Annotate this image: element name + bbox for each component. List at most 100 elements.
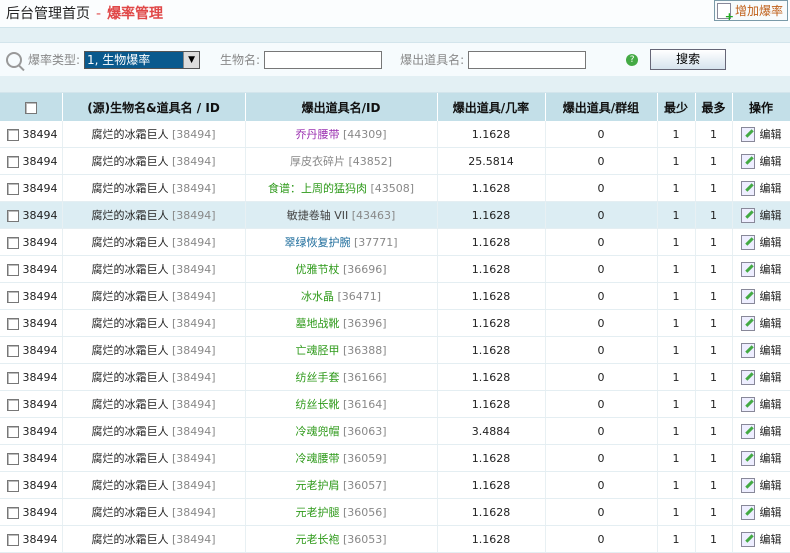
source-name: 腐烂的冰霜巨人 <box>91 398 169 411</box>
row-checkbox[interactable] <box>7 290 19 303</box>
max-cell: 1 <box>695 147 733 175</box>
min-cell: 1 <box>657 228 696 256</box>
creature-name-input[interactable] <box>264 50 383 69</box>
item-name[interactable]: 翠绿恢复护腕 <box>284 236 351 249</box>
id-cell: 38494 <box>0 471 63 499</box>
row-id: 38494 <box>22 451 58 465</box>
item-cell: 元老护肩 [36057] <box>245 471 438 499</box>
group-cell: 0 <box>545 444 658 472</box>
item-name[interactable]: 乔丹腰带 <box>295 128 340 141</box>
edit-action[interactable]: 编辑 <box>732 121 790 148</box>
item-name[interactable]: 元老护肩 <box>295 479 340 492</box>
breadcrumb-home[interactable]: 后台管理首页 <box>6 6 90 22</box>
edit-link[interactable]: 编辑 <box>759 343 782 357</box>
table-row: 38494 腐烂的冰霜巨人 [38494] 冷魂腰带 [36059] 1.1628 0 1… <box>0 444 790 472</box>
help-icon[interactable]: ? <box>626 53 639 66</box>
row-checkbox[interactable] <box>7 155 19 168</box>
edit-link[interactable]: 编辑 <box>759 208 782 222</box>
edit-action[interactable]: 编辑 <box>732 336 790 364</box>
row-checkbox[interactable] <box>7 344 19 357</box>
row-checkbox[interactable] <box>7 371 19 384</box>
item-name[interactable]: 冷魂腰带 <box>295 452 340 465</box>
edit-action[interactable]: 编辑 <box>732 471 790 499</box>
item-name[interactable]: 优雅节杖 <box>295 263 340 276</box>
edit-action[interactable]: 编辑 <box>732 444 790 472</box>
edit-action[interactable]: 编辑 <box>732 174 790 202</box>
edit-link[interactable]: 编辑 <box>759 397 782 411</box>
edit-link[interactable]: 编辑 <box>759 154 782 168</box>
edit-link[interactable]: 编辑 <box>759 451 782 465</box>
row-checkbox[interactable] <box>7 479 19 492</box>
search-button[interactable]: 搜索 <box>650 49 727 70</box>
row-checkbox[interactable] <box>7 425 19 438</box>
edit-link[interactable]: 编辑 <box>759 478 782 492</box>
edit-link[interactable]: 编辑 <box>759 181 782 195</box>
source-id: [38494] <box>171 398 216 411</box>
row-checkbox[interactable] <box>7 182 19 195</box>
max-cell: 1 <box>695 498 733 526</box>
drop-type-select[interactable]: 1, 生物爆率 ▼ <box>84 50 201 69</box>
row-checkbox[interactable] <box>7 533 19 546</box>
edit-action[interactable]: 编辑 <box>732 201 790 229</box>
edit-action[interactable]: 编辑 <box>732 228 790 256</box>
row-id: 38494 <box>22 505 58 519</box>
edit-action[interactable]: 编辑 <box>732 525 790 553</box>
edit-link[interactable]: 编辑 <box>759 532 782 546</box>
select-all-checkbox[interactable] <box>24 101 37 114</box>
edit-action[interactable]: 编辑 <box>732 417 790 445</box>
row-checkbox[interactable] <box>7 263 19 276</box>
edit-icon <box>740 208 755 224</box>
edit-link[interactable]: 编辑 <box>759 127 782 141</box>
edit-link[interactable]: 编辑 <box>759 289 782 303</box>
source-cell: 腐烂的冰霜巨人 [38494] <box>62 147 246 175</box>
row-checkbox[interactable] <box>7 236 19 249</box>
edit-link[interactable]: 编辑 <box>759 505 782 519</box>
item-name-input[interactable] <box>468 50 587 69</box>
row-checkbox[interactable] <box>7 398 19 411</box>
edit-action[interactable]: 编辑 <box>732 390 790 418</box>
edit-action[interactable]: 编辑 <box>732 255 790 283</box>
edit-link[interactable]: 编辑 <box>759 235 782 249</box>
edit-action[interactable]: 编辑 <box>732 147 790 175</box>
item-name[interactable]: 纺丝长靴 <box>295 398 340 411</box>
item-cell: 食谱：上周的猛犸肉 [43508] <box>245 174 438 202</box>
item-id: [36057] <box>342 479 387 492</box>
edit-action[interactable]: 编辑 <box>732 282 790 310</box>
edit-icon <box>740 424 755 440</box>
row-id: 38494 <box>22 343 58 357</box>
edit-link[interactable]: 编辑 <box>759 424 782 438</box>
id-cell: 38494 <box>0 282 63 310</box>
edit-icon <box>740 370 755 386</box>
source-id: [38494] <box>171 128 216 141</box>
edit-action[interactable]: 编辑 <box>732 309 790 337</box>
item-name[interactable]: 食谱：上周的猛犸肉 <box>267 182 367 195</box>
row-id: 38494 <box>22 424 58 438</box>
rate-cell: 1.1628 <box>437 255 546 283</box>
source-cell: 腐烂的冰霜巨人 [38494] <box>62 228 246 256</box>
row-checkbox[interactable] <box>7 452 19 465</box>
source-name: 腐烂的冰霜巨人 <box>91 263 169 276</box>
edit-action[interactable]: 编辑 <box>732 363 790 391</box>
chevron-down-icon[interactable]: ▼ <box>183 51 200 68</box>
edit-link[interactable]: 编辑 <box>759 370 782 384</box>
item-name[interactable]: 纺丝手套 <box>295 371 340 384</box>
item-name[interactable]: 墓地战靴 <box>295 317 340 330</box>
item-name[interactable]: 厚皮衣碎片 <box>289 155 345 168</box>
item-name[interactable]: 敏捷卷轴 VII <box>286 209 349 222</box>
id-cell: 38494 <box>0 121 63 148</box>
id-cell: 38494 <box>0 498 63 526</box>
add-drop-rate-button[interactable]: 增加爆率 <box>713 0 788 23</box>
add-button-label: 增加爆率 <box>734 4 783 18</box>
row-checkbox[interactable] <box>7 209 19 222</box>
edit-action[interactable]: 编辑 <box>732 498 790 526</box>
item-name[interactable]: 亡魂胫甲 <box>295 344 340 357</box>
edit-link[interactable]: 编辑 <box>759 316 782 330</box>
source-id: [38494] <box>171 479 216 492</box>
row-checkbox[interactable] <box>7 128 19 141</box>
group-cell: 0 <box>545 255 658 283</box>
item-name[interactable]: 冷魂兜帽 <box>295 425 340 438</box>
edit-link[interactable]: 编辑 <box>759 262 782 276</box>
row-checkbox[interactable] <box>7 317 19 330</box>
item-name[interactable]: 冰水晶 <box>300 290 334 303</box>
item-name[interactable]: 元老长袍 <box>295 533 340 546</box>
